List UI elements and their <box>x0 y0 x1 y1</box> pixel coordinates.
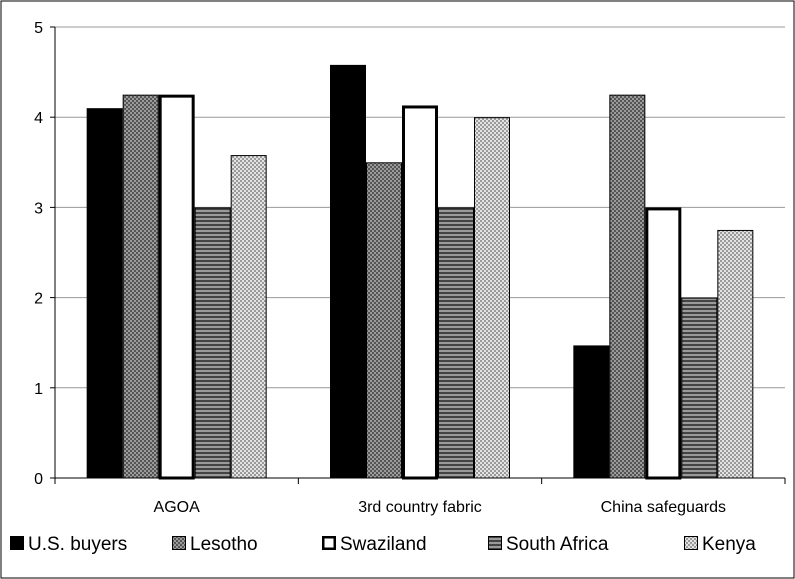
bar-u-s-buyers-2 <box>573 345 610 479</box>
bar-lesotho-1 <box>366 162 402 479</box>
bar-swaziland-0 <box>158 94 195 480</box>
y-tick-label: 2 <box>34 291 43 308</box>
axes: 0 1 2 3 4 5 AGOA 3rd country fabric China safegu… <box>34 20 786 516</box>
y-tick-label: 3 <box>34 200 43 217</box>
bar-south-africa-1 <box>438 207 474 479</box>
x-category-label: AGOA <box>154 499 201 516</box>
legend-label: U.S. buyers <box>28 534 127 555</box>
bar-lesotho-2 <box>609 94 646 479</box>
bar-lesotho-0 <box>122 94 159 479</box>
bar-kenya-0 <box>230 155 267 479</box>
legend-swatch <box>172 536 186 550</box>
x-category-label: China safeguards <box>601 499 726 516</box>
bar-kenya-2 <box>717 229 754 479</box>
x-category-label: 3rd country fabric <box>358 499 482 516</box>
y-tick-label: 4 <box>34 110 43 127</box>
y-tick-label: 1 <box>34 381 43 398</box>
bar-south-africa-2 <box>681 297 718 479</box>
legend-swatch <box>10 536 24 550</box>
legend-label: Kenya <box>702 534 756 555</box>
legend: U.S. buyers Lesotho Swaziland South Africa K… <box>10 534 756 555</box>
bar-u-s-buyers-1 <box>330 64 366 479</box>
bar-swaziland-1 <box>402 105 438 480</box>
legend-label: Swaziland <box>340 534 427 555</box>
legend-label: Lesotho <box>190 534 258 555</box>
legend-swatch <box>322 536 336 550</box>
bars <box>86 64 754 480</box>
bar-u-s-buyers-0 <box>86 108 123 479</box>
legend-swatch <box>488 536 502 550</box>
legend-swatch <box>684 536 698 550</box>
y-tick-label: 0 <box>34 471 43 488</box>
bar-swaziland-2 <box>645 207 682 480</box>
bar-south-africa-0 <box>194 207 231 479</box>
legend-label: South Africa <box>506 534 609 555</box>
y-tick-label: 5 <box>34 20 43 37</box>
bar-kenya-1 <box>474 117 510 479</box>
